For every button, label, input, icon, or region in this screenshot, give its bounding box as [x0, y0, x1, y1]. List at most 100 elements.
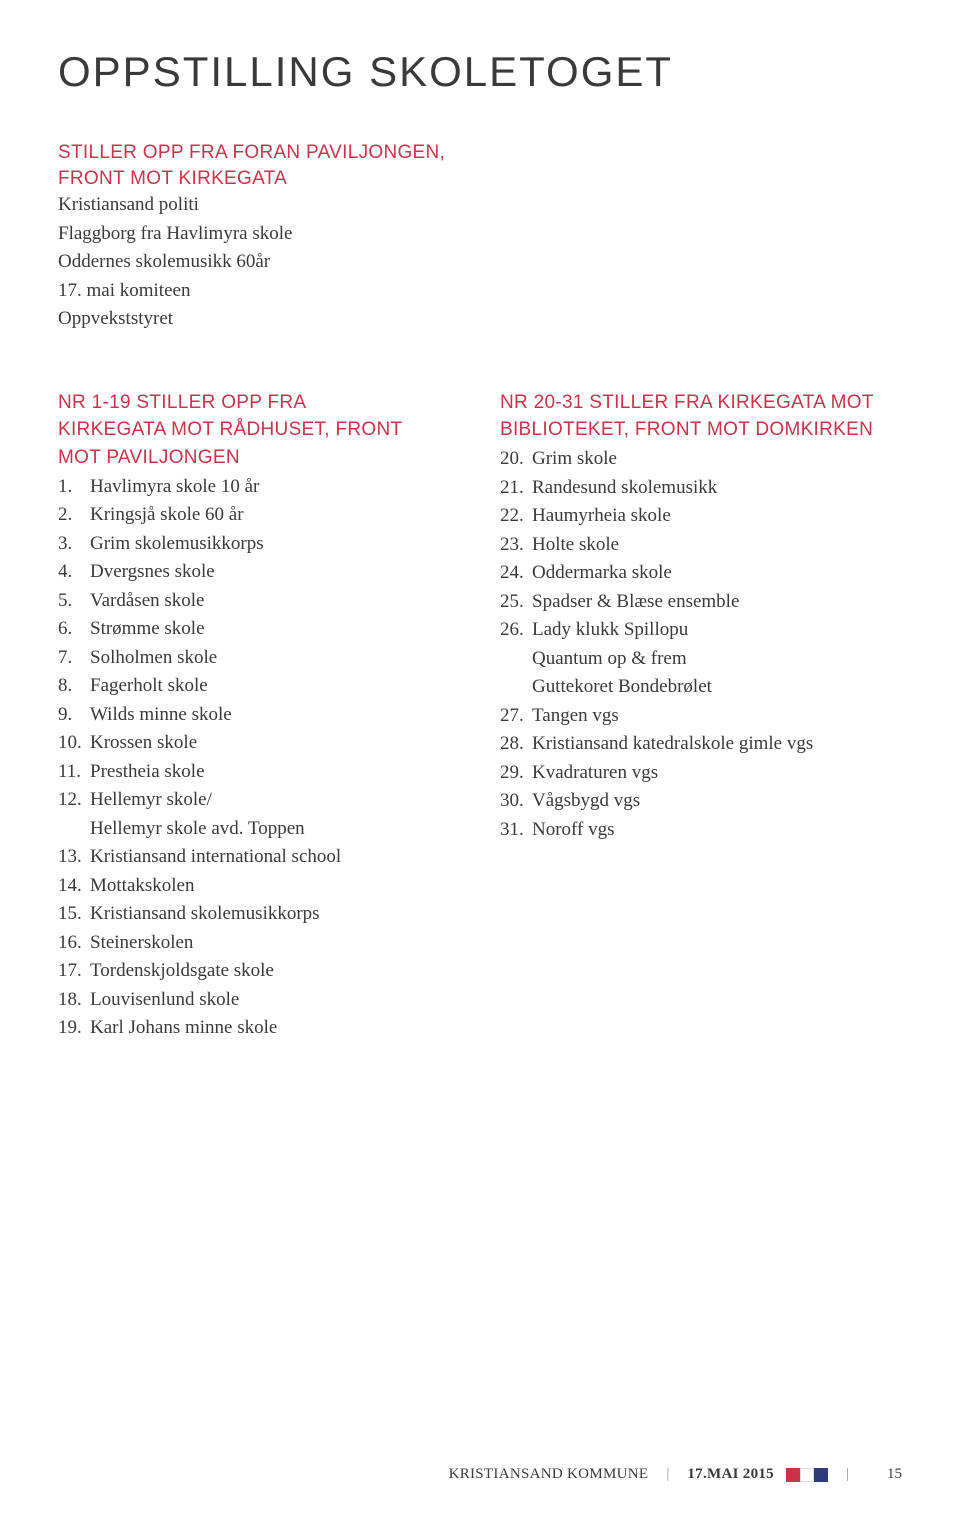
footer-date: 17.MAI 2015 — [687, 1466, 774, 1483]
list-item-text: Oddermarka skole — [532, 559, 902, 588]
right-column: NR 20-31 STILLER FRA KIRKEGATA MOT BIBLI… — [500, 390, 902, 1043]
list-item-number: 24. — [500, 559, 532, 588]
list-item: 6.Strømme skole — [58, 615, 460, 644]
list-item-number: 31. — [500, 816, 532, 845]
left-heading-line3: MOT PAVILJONGEN — [58, 445, 460, 471]
list-item: 28.Kristiansand katedralskole gimle vgs — [500, 730, 902, 759]
list-item: 31.Noroff vgs — [500, 816, 902, 845]
flag-white — [800, 1468, 814, 1482]
flag-blue — [814, 1468, 828, 1482]
list-item-text: Louvisenlund skole — [90, 986, 460, 1015]
list-item-number: 28. — [500, 730, 532, 759]
list-item: 16.Steinerskolen — [58, 929, 460, 958]
list-item: 18.Louvisenlund skole — [58, 986, 460, 1015]
list-item: 26.Lady klukk Spillopu — [500, 616, 902, 645]
list-item-text: Tangen vgs — [532, 702, 902, 731]
footer-divider2: | — [846, 1466, 849, 1483]
list-item: 30.Vågsbygd vgs — [500, 787, 902, 816]
list-item-text: Steinerskolen — [90, 929, 460, 958]
list-item-text: Kristiansand international school — [90, 843, 460, 872]
list-item-text: Hellemyr skole/ — [90, 786, 460, 815]
list-item-text: Noroff vgs — [532, 816, 902, 845]
list-item: 8.Fagerholt skole — [58, 672, 460, 701]
list-item-text: Havlimyra skole 10 år — [90, 473, 460, 502]
list-item-number: 14. — [58, 872, 90, 901]
page-number: 15 — [887, 1466, 902, 1483]
list-item-text: Kristiansand skolemusikkorps — [90, 900, 460, 929]
list-item: 12.Hellemyr skole/ — [58, 786, 460, 815]
left-column: NR 1-19 STILLER OPP FRA KIRKEGATA MOT RÅ… — [58, 390, 460, 1043]
footer: KRISTIANSAND KOMMUNE | 17.MAI 2015 | 15 — [449, 1466, 902, 1483]
list-item-number: 19. — [58, 1014, 90, 1043]
list-item-text: Fagerholt skole — [90, 672, 460, 701]
list-item-text: Randesund skolemusikk — [532, 474, 902, 503]
list-item-text: Tordenskjoldsgate skole — [90, 957, 460, 986]
list-item: 21.Randesund skolemusikk — [500, 474, 902, 503]
list-item: 4.Dvergsnes skole — [58, 558, 460, 587]
list-item: 2.Kringsjå skole 60 år — [58, 501, 460, 530]
list-item-number: 4. — [58, 558, 90, 587]
right-list: 20.Grim skole21.Randesund skolemusikk22.… — [500, 445, 902, 844]
list-item-number: 8. — [58, 672, 90, 701]
list-item-sub: Guttekoret Bondebrølet — [500, 673, 902, 702]
list-item: 27.Tangen vgs — [500, 702, 902, 731]
intro-heading-line1: STILLER OPP FRA FORAN PAVILJONGEN, — [58, 140, 902, 166]
intro-item: 17. mai komiteen — [58, 277, 902, 306]
list-item-number: 16. — [58, 929, 90, 958]
list-item-number: 20. — [500, 445, 532, 474]
list-item-number: 27. — [500, 702, 532, 731]
list-item-number: 3. — [58, 530, 90, 559]
page-title: OPPSTILLING SKOLETOGET — [58, 48, 902, 96]
list-item: 13.Kristiansand international school — [58, 843, 460, 872]
list-item-number: 29. — [500, 759, 532, 788]
list-item-number: 30. — [500, 787, 532, 816]
list-item-text: Haumyrheia skole — [532, 502, 902, 531]
list-item-text: Solholmen skole — [90, 644, 460, 673]
intro-item: Oddernes skolemusikk 60år — [58, 248, 902, 277]
list-item-number: 13. — [58, 843, 90, 872]
list-item-number: 18. — [58, 986, 90, 1015]
list-item-text: Lady klukk Spillopu — [532, 616, 902, 645]
list-item-text: Grim skolemusikkorps — [90, 530, 460, 559]
list-item-text: Holte skole — [532, 531, 902, 560]
list-item: 11.Prestheia skole — [58, 758, 460, 787]
list-item-text: Kvadraturen vgs — [532, 759, 902, 788]
list-item-text: Kristiansand katedralskole gimle vgs — [532, 730, 902, 759]
intro-item: Flaggborg fra Havlimyra skole — [58, 220, 902, 249]
right-heading-line1: NR 20-31 STILLER FRA KIRKEGATA MOT — [500, 390, 902, 416]
footer-divider: | — [666, 1466, 669, 1483]
list-item: 1.Havlimyra skole 10 år — [58, 473, 460, 502]
columns-container: NR 1-19 STILLER OPP FRA KIRKEGATA MOT RÅ… — [58, 390, 902, 1043]
list-item-number: 22. — [500, 502, 532, 531]
list-item-number: 2. — [58, 501, 90, 530]
list-item-text: Strømme skole — [90, 615, 460, 644]
list-item: 19.Karl Johans minne skole — [58, 1014, 460, 1043]
list-item-text: Dvergsnes skole — [90, 558, 460, 587]
list-item: 20.Grim skole — [500, 445, 902, 474]
footer-org: KRISTIANSAND KOMMUNE — [449, 1466, 649, 1483]
list-item: 5.Vardåsen skole — [58, 587, 460, 616]
intro-section: STILLER OPP FRA FORAN PAVILJONGEN, FRONT… — [58, 140, 902, 334]
list-item-number: 5. — [58, 587, 90, 616]
list-item: 25.Spadser & Blæse ensemble — [500, 588, 902, 617]
list-item: 7.Solholmen skole — [58, 644, 460, 673]
list-item-number: 9. — [58, 701, 90, 730]
intro-item: Kristiansand politi — [58, 191, 902, 220]
left-heading-line2: KIRKEGATA MOT RÅDHUSET, FRONT — [58, 417, 460, 443]
list-item-number: 23. — [500, 531, 532, 560]
list-item: 9.Wilds minne skole — [58, 701, 460, 730]
list-item-text: Mottakskolen — [90, 872, 460, 901]
list-item-number: 26. — [500, 616, 532, 645]
list-item-sub: Hellemyr skole avd. Toppen — [58, 815, 460, 844]
right-heading-line2: BIBLIOTEKET, FRONT MOT DOMKIRKEN — [500, 417, 902, 443]
list-item: 15.Kristiansand skolemusikkorps — [58, 900, 460, 929]
list-item-number: 6. — [58, 615, 90, 644]
flag-icon — [786, 1468, 828, 1482]
flag-red — [786, 1468, 800, 1482]
list-item: 24.Oddermarka skole — [500, 559, 902, 588]
list-item-text: Vardåsen skole — [90, 587, 460, 616]
list-item: 22.Haumyrheia skole — [500, 502, 902, 531]
list-item: 17.Tordenskjoldsgate skole — [58, 957, 460, 986]
list-item: 10.Krossen skole — [58, 729, 460, 758]
list-item-number: 10. — [58, 729, 90, 758]
